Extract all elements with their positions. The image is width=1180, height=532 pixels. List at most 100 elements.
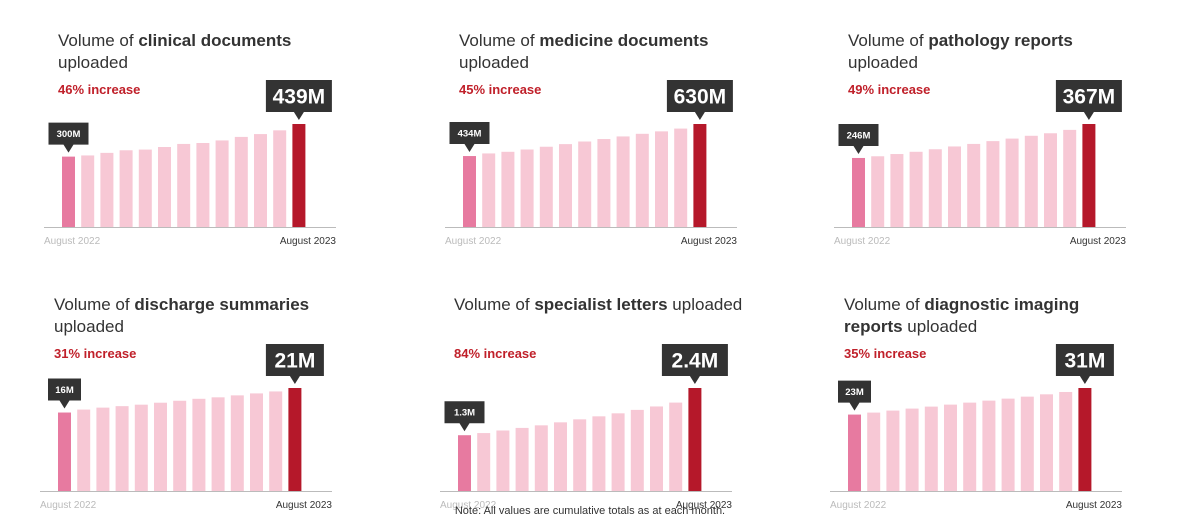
increase-label: 45% increase xyxy=(459,82,542,97)
bar xyxy=(250,393,263,491)
bar xyxy=(96,407,110,491)
bar xyxy=(496,430,510,491)
chart-title: Volume of diagnostic imaging reports upl… xyxy=(844,295,1080,336)
bar xyxy=(928,149,942,227)
bar xyxy=(693,124,707,227)
chart-title: Volume of specialist letters uploaded xyxy=(454,295,743,314)
end-value-label: 31M xyxy=(1064,350,1105,373)
bar xyxy=(62,156,75,227)
bar xyxy=(669,402,683,491)
x-tick-end: August 2023 xyxy=(681,236,738,247)
bar xyxy=(501,151,515,227)
start-value-label-box xyxy=(449,122,490,153)
chart-title: Volume of pathology reports uploaded xyxy=(848,31,1073,72)
bar xyxy=(592,416,606,491)
bar xyxy=(81,155,95,227)
bar xyxy=(616,136,630,227)
bar xyxy=(173,400,187,491)
x-tick-end: August 2023 xyxy=(276,500,333,511)
bar xyxy=(1020,396,1034,491)
bar-chart-imaging: 23M 31M August 2022 August 2023 xyxy=(830,344,1123,511)
x-tick-start: August 2022 xyxy=(44,236,101,247)
bar xyxy=(288,388,302,491)
bar xyxy=(158,146,171,227)
bar xyxy=(269,391,283,491)
x-tick-start: August 2022 xyxy=(445,236,502,247)
bar xyxy=(635,133,649,227)
bar xyxy=(650,406,663,491)
x-tick-end: August 2023 xyxy=(676,500,733,511)
bar xyxy=(982,400,996,491)
bar-chart-specialist: 1.3M 2.4M August 2022 August 2023 xyxy=(440,344,733,511)
bar xyxy=(534,425,548,491)
bar xyxy=(234,136,248,227)
end-value-label-box xyxy=(666,80,733,120)
start-value-label: 246M xyxy=(847,130,871,141)
bar xyxy=(886,410,900,491)
bar xyxy=(1063,129,1077,227)
chart-title: Volume of medicine documents uploaded xyxy=(459,31,709,72)
end-value-label: 367M xyxy=(1063,86,1116,109)
footnote: Note: All values are cumulative totals a… xyxy=(454,505,726,517)
bar xyxy=(273,130,287,227)
end-value-label-box xyxy=(265,344,324,384)
start-value-label: 1.3M xyxy=(454,408,475,419)
bar xyxy=(1078,388,1092,491)
bar xyxy=(578,141,592,227)
bar xyxy=(1001,398,1015,491)
end-value-label: 630M xyxy=(674,86,727,109)
bar xyxy=(154,402,167,491)
bar xyxy=(986,141,1000,227)
start-value-label: 434M xyxy=(458,128,482,139)
x-tick-end: August 2023 xyxy=(1066,500,1123,511)
bar xyxy=(211,397,225,491)
bar xyxy=(852,157,865,227)
x-tick-end: August 2023 xyxy=(1070,236,1127,247)
bar xyxy=(674,128,688,227)
chart-panel-clinical: Volume of clinical documents uploaded 46… xyxy=(44,30,354,265)
chart-panel-pathology: Volume of pathology reports uploaded 49%… xyxy=(834,30,1144,265)
end-value-label-box xyxy=(661,344,728,384)
increase-label: 31% increase xyxy=(54,346,137,361)
chart-title: Volume of discharge summaries uploaded xyxy=(54,295,310,336)
bar xyxy=(967,143,981,227)
bar xyxy=(515,427,529,491)
bar-chart-discharge: 16M 21M August 2022 August 2023 xyxy=(40,344,333,511)
end-value-label: 439M xyxy=(273,86,326,109)
chart-panel-medicine: Volume of medicine documents uploaded 45… xyxy=(445,30,755,265)
start-value-label-box xyxy=(48,378,81,409)
bar xyxy=(463,156,476,227)
bar xyxy=(573,419,587,491)
bar-chart-pathology: 246M 367M August 2022 August 2023 xyxy=(834,80,1127,247)
bar xyxy=(559,144,572,227)
bar xyxy=(77,409,91,491)
bar xyxy=(1005,138,1019,227)
end-value-label: 21M xyxy=(274,350,315,373)
end-value-label-box xyxy=(265,80,332,120)
bar xyxy=(909,151,923,227)
x-tick-end: August 2023 xyxy=(280,236,337,247)
bar xyxy=(1024,135,1038,227)
bar xyxy=(867,412,881,491)
bar xyxy=(848,414,861,491)
bar xyxy=(215,140,229,227)
x-tick-start: August 2022 xyxy=(834,236,891,247)
bar xyxy=(1040,394,1053,491)
bar xyxy=(115,406,129,491)
bar xyxy=(177,143,191,227)
end-value-label: 2.4M xyxy=(672,350,719,373)
bar-chart-clinical: 300M 439M August 2022 August 2023 xyxy=(44,80,337,247)
bar xyxy=(554,422,567,491)
bar xyxy=(134,404,148,491)
bar xyxy=(611,413,625,491)
start-value-label-box xyxy=(838,380,871,411)
bar xyxy=(230,395,244,491)
x-tick-start: August 2022 xyxy=(440,500,497,511)
bar xyxy=(630,409,644,491)
start-value-label-box xyxy=(48,122,89,153)
chart-panel-specialist: Volume of specialist letters uploaded 84… xyxy=(440,294,750,529)
increase-label: 84% increase xyxy=(454,346,537,361)
bar xyxy=(905,408,919,491)
bar xyxy=(890,154,904,227)
start-value-label-box xyxy=(444,401,485,432)
